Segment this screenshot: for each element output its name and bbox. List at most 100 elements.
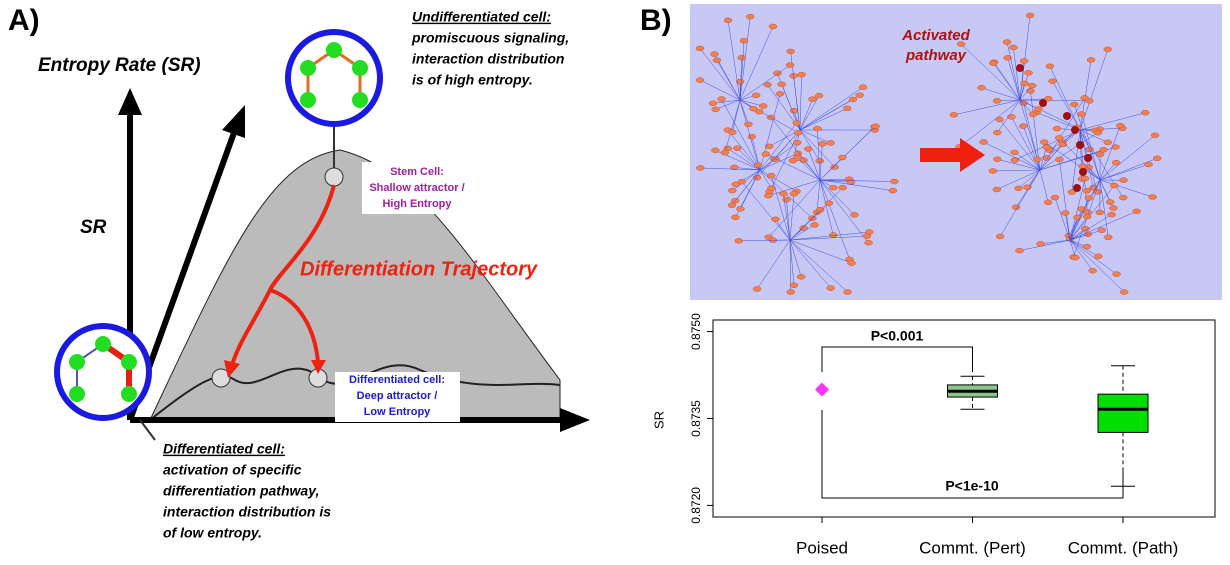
node xyxy=(1083,188,1091,193)
node xyxy=(762,152,770,157)
node xyxy=(1133,209,1141,214)
node xyxy=(736,206,744,211)
node xyxy=(1033,157,1041,162)
node xyxy=(1071,255,1079,260)
node xyxy=(993,187,1001,192)
diff-cell-text: Deep attractor / xyxy=(357,390,438,402)
node xyxy=(993,157,1001,162)
node xyxy=(993,130,1001,135)
node xyxy=(813,126,821,131)
node xyxy=(778,82,786,87)
node xyxy=(1034,106,1042,111)
node xyxy=(1011,158,1019,163)
node xyxy=(1003,40,1011,45)
trajectory-label: Differentiation Trajectory xyxy=(300,258,538,280)
node xyxy=(738,55,746,60)
ball xyxy=(325,168,343,186)
node xyxy=(733,146,741,151)
node xyxy=(1096,210,1104,215)
node xyxy=(1110,183,1118,188)
node xyxy=(721,150,729,155)
node xyxy=(787,290,795,295)
node xyxy=(843,106,851,111)
node xyxy=(790,283,798,288)
pathway-label: pathway xyxy=(905,47,967,64)
node xyxy=(829,185,837,190)
note-text: activation of specific xyxy=(163,462,302,478)
node xyxy=(759,104,767,109)
note-text: of low entropy. xyxy=(163,525,262,541)
node xyxy=(1145,162,1153,167)
node xyxy=(731,215,739,220)
node xyxy=(752,93,760,98)
node xyxy=(804,147,812,152)
node xyxy=(798,72,806,77)
diff-cell-text: Differentiated cell: xyxy=(349,374,445,386)
node xyxy=(783,197,791,202)
node xyxy=(735,238,743,243)
node xyxy=(850,212,858,217)
node xyxy=(696,46,704,51)
node xyxy=(767,173,775,178)
node xyxy=(996,117,1004,122)
note-title: Differentiated cell: xyxy=(163,441,285,457)
figure: A) Entropy Rate (SR) SR Differentiation … xyxy=(0,0,1230,565)
node xyxy=(1094,254,1102,259)
node xyxy=(1070,102,1078,107)
node xyxy=(793,140,801,145)
note-text: differentiation pathway, xyxy=(163,483,319,499)
node xyxy=(790,191,798,196)
node xyxy=(779,191,787,196)
node xyxy=(1096,152,1104,157)
node xyxy=(1036,241,1044,246)
node xyxy=(1021,81,1029,86)
note-title: Undifferentiated cell: xyxy=(412,9,551,25)
node xyxy=(712,107,720,112)
node xyxy=(740,38,748,43)
stem-cell-text: Shallow attractor / xyxy=(369,182,464,194)
node xyxy=(748,134,756,139)
node xyxy=(1029,112,1037,117)
axis-label: SR xyxy=(80,217,107,238)
node xyxy=(865,230,873,235)
node xyxy=(848,261,856,266)
node xyxy=(810,222,818,227)
node xyxy=(1151,133,1159,138)
node xyxy=(1046,64,1054,69)
node xyxy=(754,163,762,168)
node xyxy=(816,158,824,163)
node xyxy=(827,140,835,145)
cell-network-top xyxy=(288,32,380,168)
node xyxy=(1108,212,1116,217)
node xyxy=(1078,112,1086,117)
node xyxy=(1104,235,1112,240)
node xyxy=(889,188,897,193)
node xyxy=(753,286,761,291)
node xyxy=(839,185,847,190)
node xyxy=(1112,160,1120,165)
node xyxy=(1085,195,1093,200)
node xyxy=(718,97,726,102)
node xyxy=(771,217,779,222)
node xyxy=(1051,195,1059,200)
node xyxy=(1085,98,1093,103)
node xyxy=(1098,228,1106,233)
panel-label: A) xyxy=(8,4,40,37)
node xyxy=(856,93,864,98)
node xyxy=(1089,268,1097,273)
node xyxy=(1019,124,1027,129)
x-tick-label: Poised xyxy=(796,538,848,557)
node xyxy=(1119,195,1127,200)
y-axis-title: Entropy Rate (SR) xyxy=(38,55,201,76)
node xyxy=(1053,126,1061,131)
node xyxy=(764,193,772,198)
pathway-label: Activated xyxy=(901,27,970,44)
node xyxy=(728,130,736,135)
node xyxy=(993,98,1001,103)
note-text: is of high entropy. xyxy=(412,72,533,88)
node xyxy=(696,165,704,170)
note-text: promiscuous signaling, xyxy=(411,30,569,46)
node xyxy=(794,130,802,135)
annotation: P<0.001 xyxy=(871,328,924,344)
node xyxy=(793,121,801,126)
